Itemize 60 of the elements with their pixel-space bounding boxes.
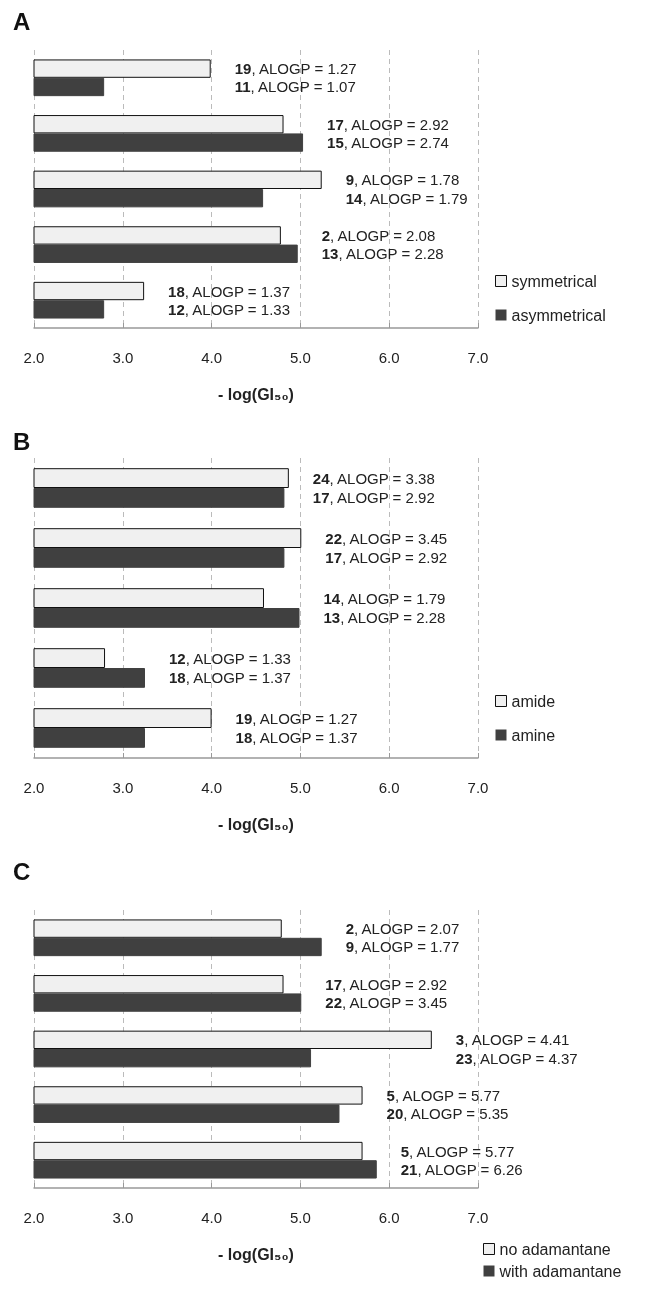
x-tick-label: 3.0 <box>112 779 134 796</box>
annotation: 22, ALOGP = 3.45 <box>325 529 448 547</box>
annotation: 14, ALOGP = 1.79 <box>323 589 446 607</box>
annotation: 5, ALOGP = 5.77 <box>400 1142 515 1160</box>
annotation: 19, ALOGP = 1.27 <box>235 709 358 727</box>
chart-title: A <box>13 7 31 35</box>
legend-label: amine <box>511 726 556 744</box>
x-axis-title: - log(GI₅₀) <box>218 815 294 833</box>
annotation: 20, ALOGP = 5.35 <box>386 1105 509 1123</box>
annotation: 22, ALOGP = 3.45 <box>325 994 448 1012</box>
x-tick-label: 7.0 <box>467 779 489 796</box>
x-tick-label: 2.0 <box>23 779 45 796</box>
x-tick-label: 5.0 <box>289 779 311 796</box>
chart-title: C <box>13 857 31 885</box>
x-tick-label: 7.0 <box>467 1209 489 1226</box>
x-axis-title: - log(GI₅₀) <box>218 385 294 403</box>
x-tick-label: 4.0 <box>201 1209 223 1226</box>
annotation: 13, ALOGP = 2.28 <box>323 609 446 627</box>
legend-label: no adamantane <box>499 1240 611 1258</box>
annotation: 12, ALOGP = 1.33 <box>168 300 291 318</box>
annotation: 18, ALOGP = 1.37 <box>168 282 291 300</box>
annotation: 12, ALOGP = 1.33 <box>169 649 291 667</box>
annotation: 9, ALOGP = 1.78 <box>345 171 460 189</box>
annotation: 3, ALOGP = 4.41 <box>455 1031 570 1049</box>
x-tick-label: 4.0 <box>201 779 223 796</box>
x-tick-label: 6.0 <box>378 779 400 796</box>
annotation: 24, ALOGP = 3.38 <box>312 469 435 487</box>
legend-label: with adamantane <box>498 1262 622 1280</box>
annotation: 15, ALOGP = 2.74 <box>327 134 449 152</box>
x-tick-label: 7.0 <box>467 349 489 366</box>
legend-label: symmetrical <box>511 272 597 290</box>
annotation: 17, ALOGP = 2.92 <box>312 489 435 507</box>
annotation: 17, ALOGP = 2.92 <box>325 549 448 567</box>
annotation: 17, ALOGP = 2.92 <box>325 975 448 993</box>
x-axis-title: - log(GI₅₀) <box>218 1245 294 1263</box>
annotation: 21, ALOGP = 6.26 <box>400 1160 523 1178</box>
x-tick-label: 5.0 <box>289 349 311 366</box>
annotation: 18, ALOGP = 1.37 <box>169 669 291 687</box>
chart-title: B <box>13 427 31 455</box>
annotation: 2, ALOGP = 2.08 <box>321 226 436 244</box>
legend-label: amide <box>511 692 556 710</box>
legend-label: asymmetrical <box>511 306 606 324</box>
x-tick-label: 6.0 <box>378 1209 400 1226</box>
annotation: 5, ALOGP = 5.77 <box>386 1086 501 1104</box>
annotation: 13, ALOGP = 2.28 <box>321 245 444 263</box>
x-tick-label: 3.0 <box>112 349 134 366</box>
annotation: 14, ALOGP = 1.79 <box>345 189 468 207</box>
annotation: 18, ALOGP = 1.37 <box>235 729 358 747</box>
annotation: 17, ALOGP = 2.92 <box>327 115 449 133</box>
x-tick-label: 5.0 <box>289 1209 311 1226</box>
x-tick-label: 4.0 <box>201 349 223 366</box>
x-tick-label: 2.0 <box>23 1209 45 1226</box>
annotation: 9, ALOGP = 1.77 <box>345 938 460 956</box>
x-tick-label: 3.0 <box>112 1209 134 1226</box>
annotation: 11, ALOGP = 1.07 <box>234 78 356 96</box>
x-tick-label: 6.0 <box>378 349 400 366</box>
annotation: 23, ALOGP = 4.37 <box>455 1049 578 1067</box>
x-tick-label: 2.0 <box>23 349 45 366</box>
annotation: 2, ALOGP = 2.07 <box>345 920 460 938</box>
annotation: 19, ALOGP = 1.27 <box>234 60 357 78</box>
